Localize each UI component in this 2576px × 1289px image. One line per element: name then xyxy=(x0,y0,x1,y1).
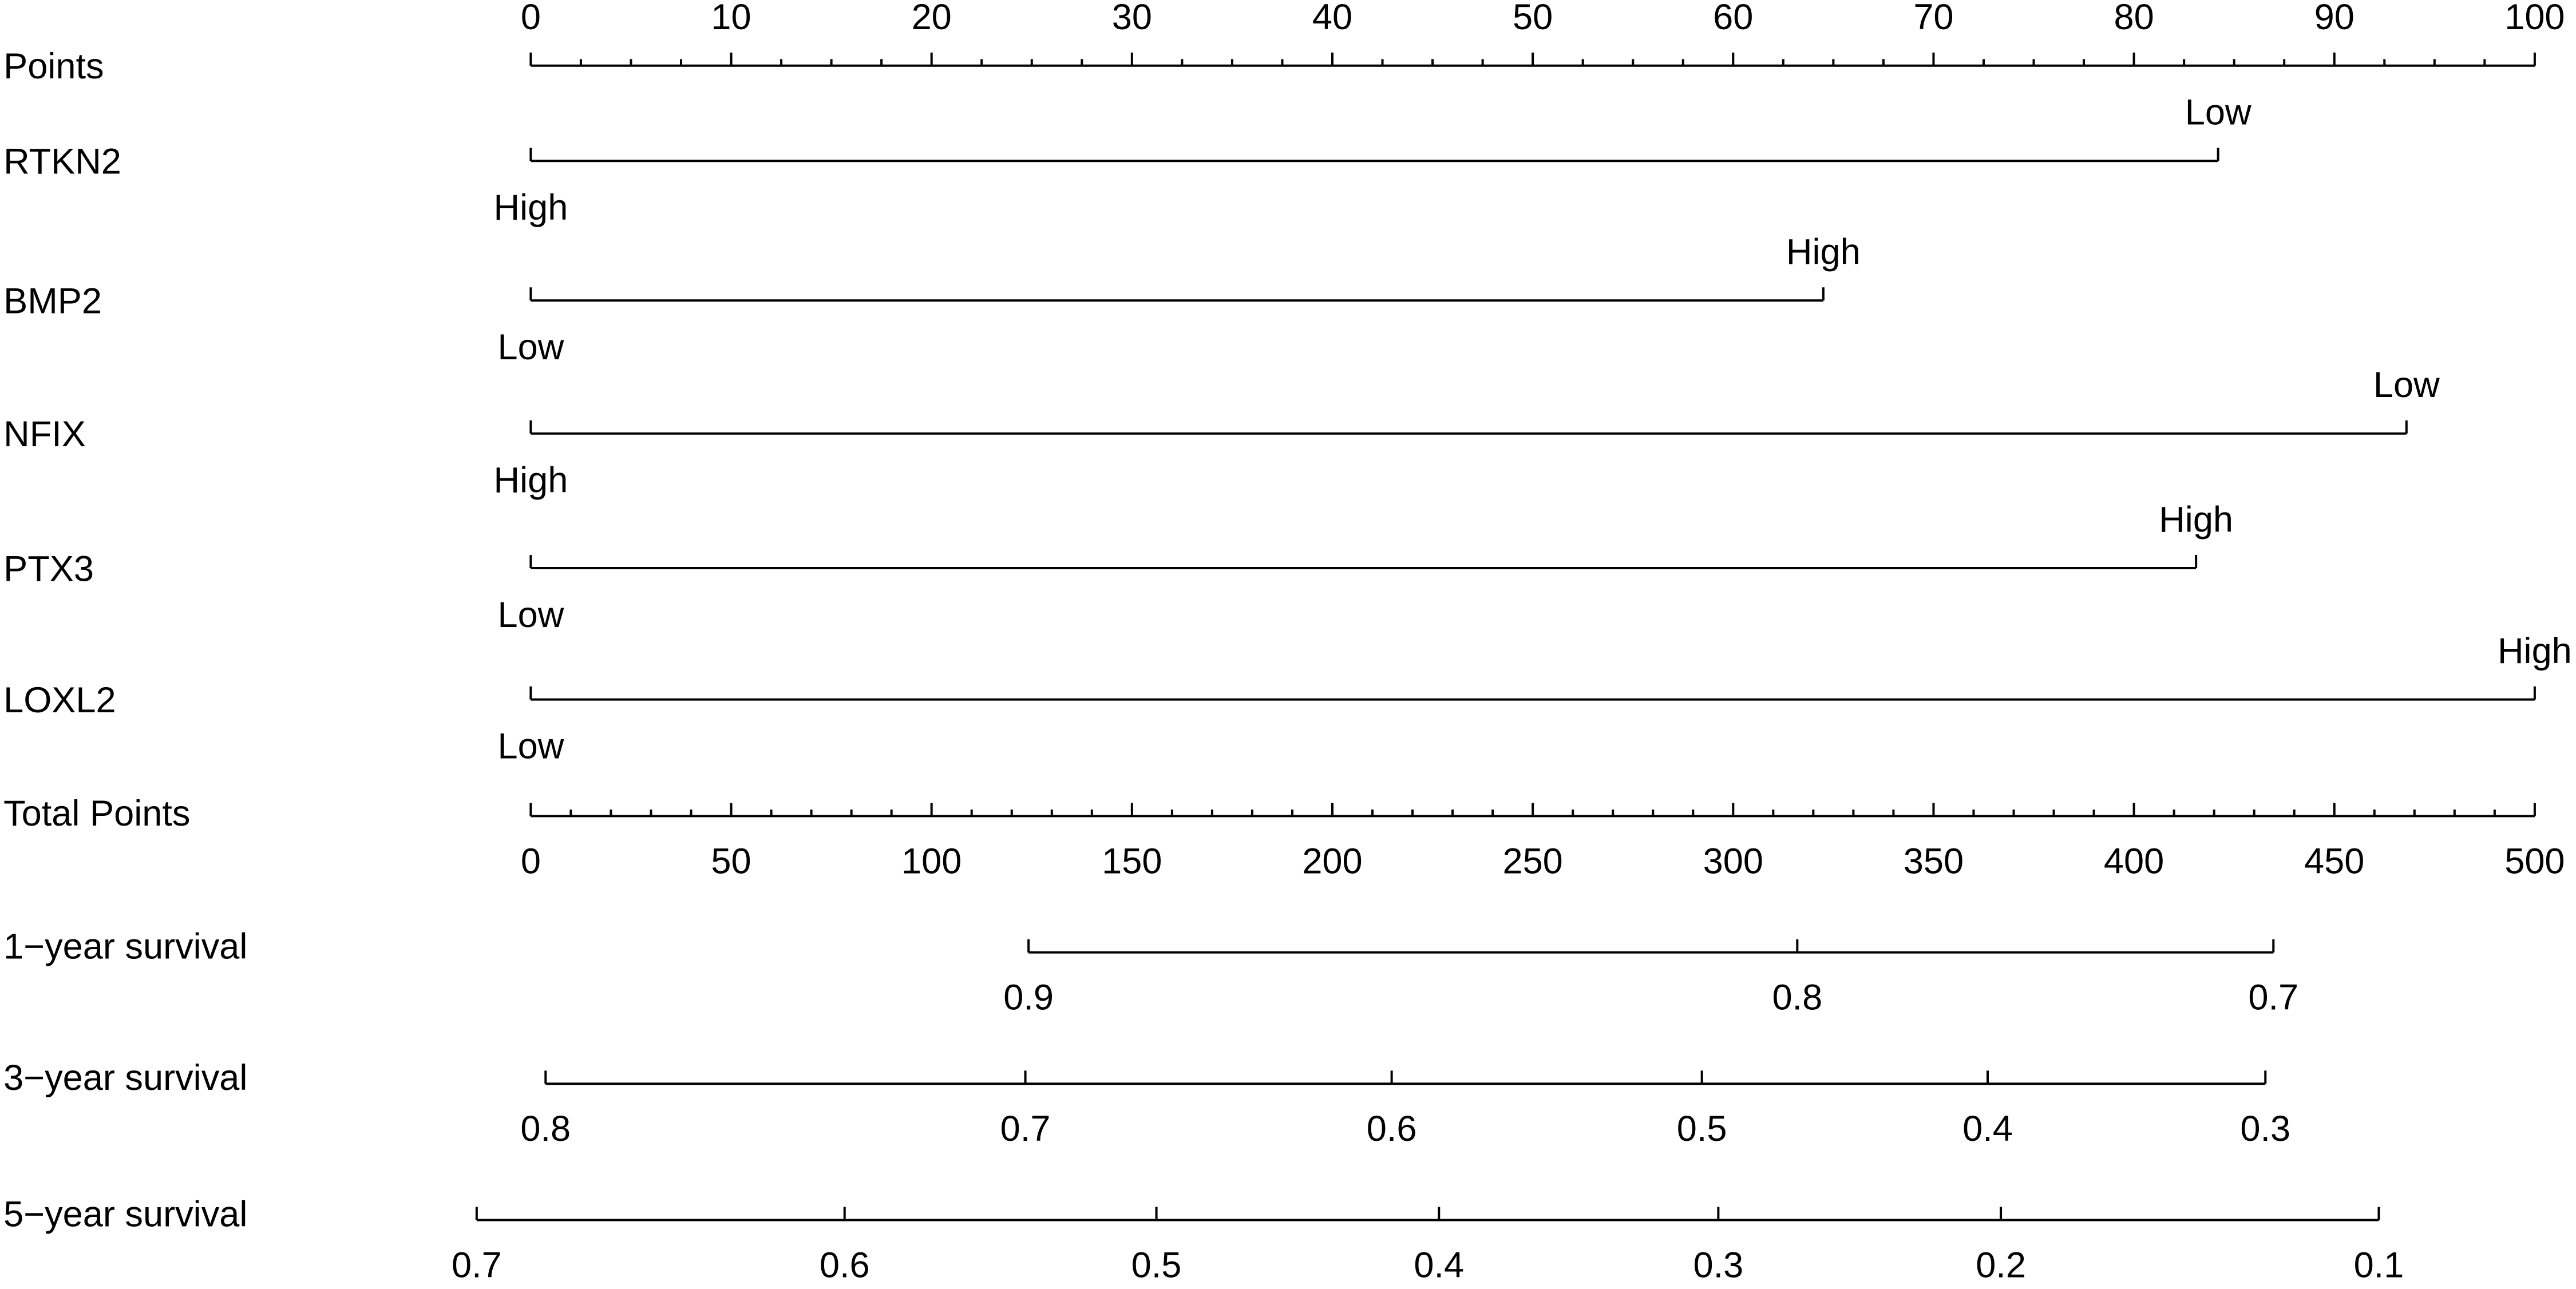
tick-label: 400 xyxy=(2104,841,2164,881)
tick-label: 300 xyxy=(1703,841,1763,881)
level-label: Low xyxy=(497,327,564,367)
survival-label: 0.1 xyxy=(2354,1245,2404,1285)
tick-label: 80 xyxy=(2114,0,2154,37)
tick-label: 30 xyxy=(1112,0,1152,37)
survival-label: 0.6 xyxy=(820,1245,870,1285)
survival-label: 0.7 xyxy=(452,1245,502,1285)
survival-label: 0.8 xyxy=(520,1109,571,1149)
level-label: High xyxy=(1786,232,1861,272)
tick-label: 450 xyxy=(2304,841,2364,881)
survival-label: 0.6 xyxy=(1367,1109,1417,1149)
survival-label: 0.3 xyxy=(1693,1245,1743,1285)
variable-name: NFIX xyxy=(3,414,86,454)
tick-label: 150 xyxy=(1102,841,1162,881)
tick-label: 500 xyxy=(2504,841,2565,881)
tick-label: 100 xyxy=(2504,0,2565,37)
tick-label: 50 xyxy=(711,841,751,881)
level-label: Low xyxy=(2185,93,2251,133)
axis-name: 3−year survival xyxy=(3,1058,247,1098)
tick-label: 0 xyxy=(521,0,541,37)
variable-name: RTKN2 xyxy=(3,142,121,182)
survival-label: 0.7 xyxy=(2248,978,2298,1018)
tick-label: 0 xyxy=(521,841,541,881)
survival-label: 0.2 xyxy=(1976,1245,2026,1285)
survival-label: 0.5 xyxy=(1131,1245,1182,1285)
tick-label: 100 xyxy=(901,841,961,881)
tick-label: 90 xyxy=(2314,0,2355,37)
survival-label: 0.4 xyxy=(1962,1109,2013,1149)
tick-label: 60 xyxy=(1713,0,1753,37)
axis-name: 1−year survival xyxy=(3,927,247,967)
level-label: High xyxy=(2498,631,2572,671)
tick-label: 20 xyxy=(912,0,952,37)
level-label: High xyxy=(2159,499,2233,540)
tick-label: 50 xyxy=(1513,0,1553,37)
survival-label: 0.3 xyxy=(2240,1109,2290,1149)
survival-label: 0.4 xyxy=(1414,1245,1464,1285)
axis-name: 5−year survival xyxy=(3,1194,247,1234)
variable-name: BMP2 xyxy=(3,281,102,322)
variable-name: PTX3 xyxy=(3,549,94,589)
tick-label: 200 xyxy=(1302,841,1362,881)
tick-label: 350 xyxy=(1904,841,1964,881)
tick-label: 250 xyxy=(1502,841,1562,881)
level-label: Low xyxy=(497,726,564,766)
axis-name: Points xyxy=(3,46,104,86)
tick-label: 70 xyxy=(1913,0,1953,37)
level-label: High xyxy=(493,460,568,500)
tick-label: 10 xyxy=(711,0,751,37)
survival-label: 0.5 xyxy=(1677,1109,1727,1149)
level-label: Low xyxy=(2373,365,2440,405)
level-label: Low xyxy=(497,595,564,635)
tick-label: 40 xyxy=(1312,0,1352,37)
survival-label: 0.7 xyxy=(1000,1109,1051,1149)
level-label: High xyxy=(493,188,568,228)
variable-name: LOXL2 xyxy=(3,680,116,720)
axis-name: Total Points xyxy=(3,794,190,834)
survival-label: 0.9 xyxy=(1003,978,1054,1018)
survival-label: 0.8 xyxy=(1772,978,1822,1018)
